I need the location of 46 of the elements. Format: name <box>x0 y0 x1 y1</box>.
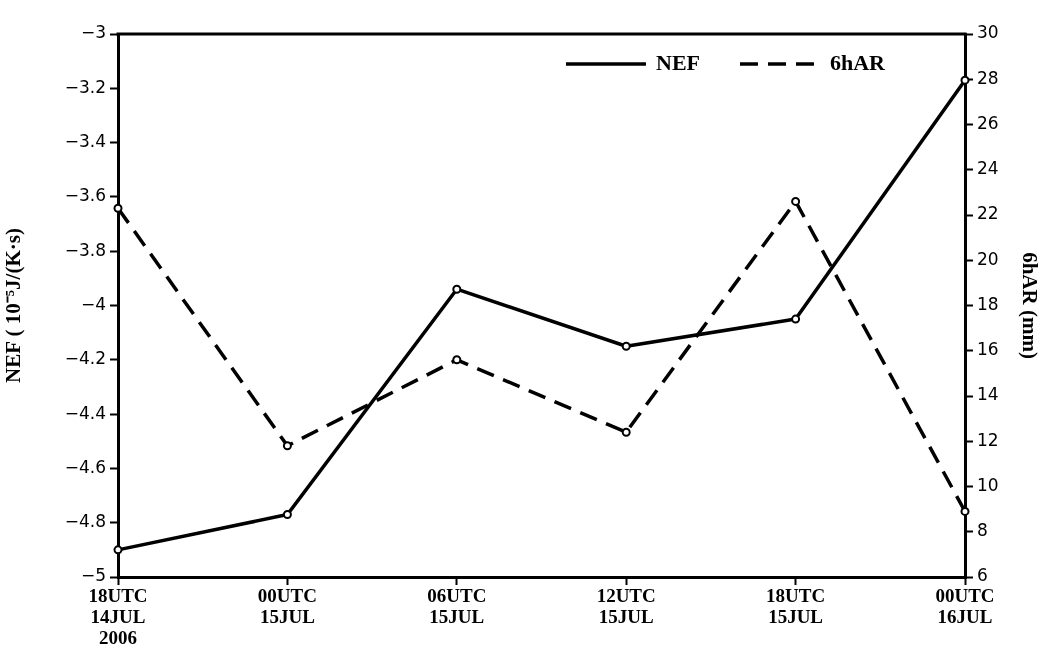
y2-tick-label: 22 <box>977 203 999 224</box>
y2-tick-label: 12 <box>977 429 999 450</box>
y-tick-label: −4.8 <box>64 511 106 532</box>
y2-tick-label: 20 <box>977 248 999 269</box>
point <box>452 355 462 365</box>
point <box>282 441 292 451</box>
y-tick-label: −3.2 <box>64 76 106 97</box>
y2-axis-title: 6hAR (mm) <box>1017 252 1042 359</box>
y2-tick-label: 24 <box>977 158 999 179</box>
y-axis-title: NEF ( 10⁻⁵J/(K·s) <box>1 228 26 383</box>
y-tick-label: −3.8 <box>64 239 106 260</box>
point <box>621 427 631 437</box>
point <box>960 75 970 85</box>
y-tick-label: −4.6 <box>64 456 106 477</box>
x-tick-label: 00UTC 15JUL <box>257 585 317 628</box>
y-tick-label: −4 <box>80 293 106 314</box>
point <box>791 196 801 206</box>
legend-label: 6hAR <box>829 49 887 75</box>
point <box>452 284 462 294</box>
y2-tick-label: 26 <box>977 112 999 133</box>
y-tick-label: −3.4 <box>64 131 106 152</box>
point <box>791 314 801 324</box>
y-tick-label: −4.4 <box>64 402 106 423</box>
y2-tick-label: 16 <box>977 339 999 360</box>
y2-tick-label: 18 <box>977 293 999 314</box>
x-tick-label: 18UTC 15JUL <box>766 585 826 628</box>
point <box>113 203 123 213</box>
legend-label: NEF <box>655 49 700 75</box>
y2-tick-label: 30 <box>977 22 999 43</box>
y-tick-label: −3 <box>80 22 106 43</box>
x-tick-label: 00UTC 16JUL <box>935 585 995 628</box>
y2-tick-label: 28 <box>977 67 999 88</box>
x-tick-label: 12UTC 15JUL <box>596 585 656 628</box>
y2-tick-label: 10 <box>977 474 999 495</box>
y-tick-label: −4.2 <box>64 348 106 369</box>
point <box>282 510 292 520</box>
point <box>113 545 123 555</box>
y2-tick-label: 6 <box>977 565 988 586</box>
y-tick-label: −5 <box>80 565 106 586</box>
y2-tick-label: 8 <box>977 520 988 541</box>
y-tick-label: −3.6 <box>64 185 106 206</box>
x-tick-label: 18UTC 14JUL 2006 <box>88 585 148 649</box>
y2-tick-label: 14 <box>977 384 999 405</box>
x-tick-label: 06UTC 15JUL <box>427 585 487 628</box>
point <box>960 506 970 516</box>
point <box>621 341 631 351</box>
